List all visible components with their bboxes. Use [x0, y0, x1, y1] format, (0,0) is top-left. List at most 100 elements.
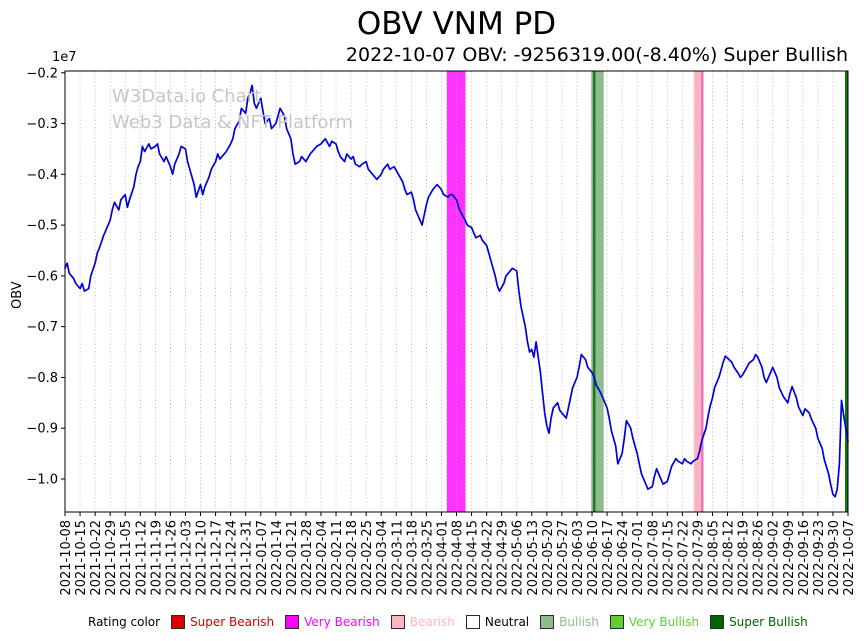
x-tick-label: 2022-05-06: [511, 520, 526, 596]
y-tick-label: −0.3: [26, 117, 58, 132]
x-tick-label: 2021-10-08: [59, 520, 74, 596]
x-tick-label: 2022-01-28: [300, 520, 315, 596]
y-tick-label: −0.8: [26, 371, 58, 386]
x-tick-label: 2022-06-24: [616, 520, 631, 596]
x-tick-label: 2022-02-11: [330, 520, 345, 596]
rating-band-bearish: [701, 71, 704, 512]
y-tick-label: −0.7: [26, 320, 58, 335]
legend-item-very-bearish: Very Bearish: [285, 615, 380, 629]
x-tick-label: 2022-09-23: [812, 520, 827, 596]
x-tick-label: 2021-10-15: [74, 520, 89, 596]
x-tick-label: 2021-12-31: [240, 520, 255, 596]
legend-label: Super Bullish: [729, 615, 808, 629]
y-tick-label: −0.9: [26, 422, 58, 437]
x-tick-label: 2021-12-03: [179, 520, 194, 596]
y-tick-label: −1.0: [26, 472, 58, 487]
legend-label: Very Bullish: [628, 615, 700, 629]
x-tick-label: 2022-08-05: [706, 520, 721, 596]
obv-line: [64, 84, 849, 498]
y-axis-offset-label: 1e7: [52, 50, 77, 65]
x-tick-label: 2022-04-29: [496, 520, 511, 596]
chart-subtitle: 2022-10-07 OBV: -9256319.00(-8.40%) Supe…: [345, 44, 848, 66]
legend-item-super-bearish: Super Bearish: [171, 615, 274, 629]
x-tick-label: 2022-04-15: [466, 520, 481, 596]
x-tick-label: 2021-11-12: [134, 520, 149, 596]
x-tick-label: 2022-09-02: [767, 520, 782, 596]
x-tick-label: 2022-09-30: [827, 520, 842, 596]
rating-band-super-bullish: [592, 71, 596, 512]
x-tick-label: 2021-11-05: [119, 520, 134, 596]
x-tick-label: 2022-06-10: [586, 520, 601, 596]
x-tick-label: 2022-07-22: [676, 520, 691, 596]
legend-label: Very Bearish: [304, 615, 380, 629]
legend-swatch-bearish: [390, 615, 405, 629]
x-tick-label: 2022-03-18: [405, 520, 420, 596]
legend-items: Super Bearish Very Bearish Bearish Neutral B…: [171, 615, 808, 629]
x-tick-label: 2022-03-25: [420, 520, 435, 596]
y-tick-label: −0.2: [26, 66, 58, 81]
legend-swatch-very-bullish: [609, 615, 624, 629]
legend-label: Bullish: [559, 615, 599, 629]
x-tick-label: 2022-07-29: [691, 520, 706, 596]
x-tick-label: 2022-08-12: [722, 520, 737, 596]
x-tick-label: 2021-11-19: [149, 520, 164, 596]
x-tick-label: 2022-05-20: [541, 520, 556, 596]
x-tick-label: 2021-12-24: [225, 520, 240, 596]
y-tick-label: −0.5: [26, 219, 58, 234]
x-tick-label: 2022-07-01: [631, 520, 646, 596]
legend-item-neutral: Neutral: [465, 615, 530, 629]
x-tick-label: 2022-02-18: [345, 520, 360, 596]
legend-swatch-very-bearish: [285, 615, 300, 629]
x-tick-label: 2022-06-17: [601, 520, 616, 596]
legend-item-very-bullish: Very Bullish: [609, 615, 700, 629]
x-tick-label: 2021-12-10: [195, 520, 210, 596]
plot-frame: [64, 70, 849, 513]
watermark: W3Data.io Chart Web3 Data & NFT Platform: [112, 84, 353, 136]
x-tick-label: 2022-09-16: [797, 520, 812, 596]
rating-legend: Rating color Super Bearish Very Bearish Be…: [88, 615, 808, 629]
legend-item-bearish: Bearish: [390, 615, 455, 629]
rating-band-super-bullish: [845, 71, 848, 512]
rating-band-bearish: [693, 71, 704, 512]
y-axis-label: OBV: [10, 281, 25, 309]
x-tick-label: 2022-02-04: [315, 520, 330, 596]
x-tick-label: 2022-01-21: [285, 520, 300, 596]
legend-label: Bearish: [409, 615, 455, 629]
x-tick-label: 2022-07-08: [646, 520, 661, 596]
x-tick-label: 2022-05-27: [556, 520, 571, 596]
legend-label: Neutral: [484, 615, 530, 629]
x-tick-label: 2022-08-19: [737, 520, 752, 596]
x-tick-label: 2022-05-13: [526, 520, 541, 596]
x-tick-label: 2022-03-04: [375, 520, 390, 596]
legend-item-bullish: Bullish: [540, 615, 599, 629]
x-tick-label: 2022-04-22: [481, 520, 496, 596]
x-tick-label: 2022-01-07: [255, 520, 270, 596]
x-tick-label: 2022-04-01: [435, 520, 450, 596]
x-tick-label: 2022-03-11: [390, 520, 405, 596]
y-tick-label: −0.6: [26, 269, 58, 284]
legend-swatch-neutral: [465, 615, 480, 629]
watermark-line-1: W3Data.io Chart: [112, 86, 262, 107]
legend-label: Super Bearish: [190, 615, 275, 629]
y-tick-label: −0.4: [26, 168, 58, 183]
legend-item-super-bullish: Super Bullish: [710, 615, 808, 629]
x-tick-label: 2021-10-29: [104, 520, 119, 596]
x-tick-label: 2022-09-09: [782, 520, 797, 596]
x-tick-label: 2022-10-07: [842, 520, 857, 596]
x-tick-label: 2021-11-26: [164, 520, 179, 596]
legend-swatch-super-bearish: [171, 615, 186, 629]
x-tick-label: 2021-12-17: [210, 520, 225, 596]
legend-swatch-bullish: [540, 615, 555, 629]
x-tick-label: 2022-02-25: [360, 520, 375, 596]
chart-title: OBV VNM PD: [356, 6, 557, 42]
x-tick-label: 2022-06-03: [571, 520, 586, 596]
x-tick-label: 2022-07-15: [661, 520, 676, 596]
legend-title: Rating color: [88, 615, 161, 629]
x-tick-label: 2022-08-26: [752, 520, 767, 596]
legend-swatch-super-bullish: [710, 615, 725, 629]
x-tick-label: 2021-10-22: [89, 520, 104, 596]
x-tick-label: 2022-04-08: [451, 520, 466, 596]
watermark-line-2: Web3 Data & NFT Platform: [112, 112, 354, 133]
